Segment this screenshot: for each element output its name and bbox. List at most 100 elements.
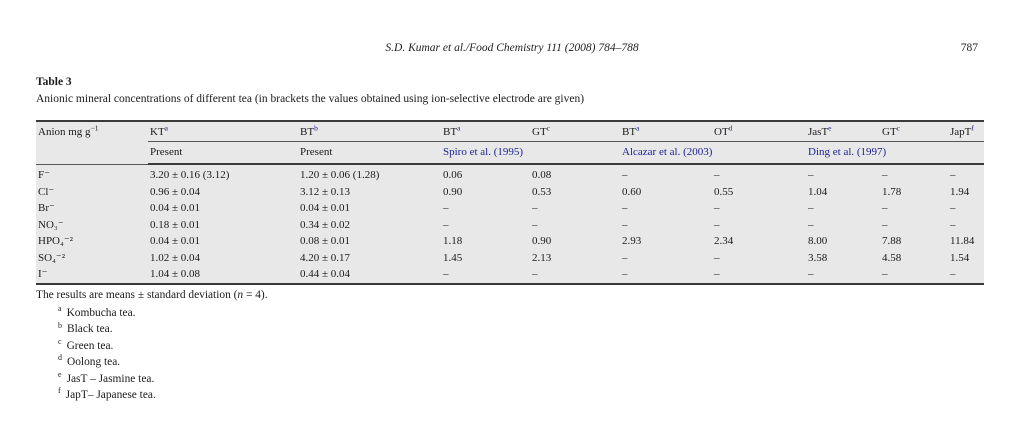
value-cell: – <box>714 218 720 231</box>
table-row: HPO₄⁻² 0.04 ± 0.01 0.08 ± 0.01 1.18 0.90 2.93… <box>36 233 984 250</box>
table-row: Br⁻ 0.04 ± 0.01 0.04 ± 0.01 – – – – – – – <box>36 200 984 217</box>
footnote-marker: d <box>58 353 62 363</box>
value-cell: 0.90 <box>443 185 463 198</box>
table-head: Anion mg g−1 KTa BTb BTa GTc BTa OTd JasTe GTc J… <box>36 121 984 165</box>
footnote-b: b Black tea. <box>36 321 268 337</box>
value-cell: 3.20 ± 0.16 (3.12) <box>150 169 230 181</box>
value-cell: 7.88 <box>882 235 902 247</box>
value-cell: – <box>714 251 720 264</box>
anion-label: I⁻ <box>38 268 48 280</box>
table-notes: The results are means ± standard deviati… <box>36 287 268 403</box>
value-cell: – <box>882 268 888 280</box>
footnote-marker: f <box>58 386 61 396</box>
value-cell: 1.18 <box>443 235 463 247</box>
anion-label: Cl⁻ <box>38 185 55 198</box>
anion-unit-text: Anion mg g <box>38 126 91 138</box>
anion-table: Anion mg g−1 KTa BTb BTa GTc BTa OTd JasTe GTc J… <box>36 120 984 285</box>
value-cell: – <box>808 218 814 231</box>
value-cell: – <box>532 218 538 231</box>
value-cell: – <box>808 268 814 280</box>
tea-code: GT <box>882 126 897 138</box>
value-cell: 1.78 <box>882 185 902 198</box>
table-row: Cl⁻ 0.96 ± 0.04 3.12 ± 0.13 0.90 0.53 0.60 0.5… <box>36 184 984 201</box>
general-note: The results are means ± standard deviati… <box>36 287 268 303</box>
value-cell: 1.20 ± 0.06 (1.28) <box>300 169 380 181</box>
value-cell: 0.55 <box>714 185 734 198</box>
col-header-anion-unit: Anion mg g−1 <box>36 121 148 165</box>
value-cell: – <box>882 218 888 231</box>
value-cell: 1.94 <box>950 185 970 198</box>
tea-code: JasT <box>808 126 829 138</box>
value-cell: – <box>808 202 814 214</box>
general-note-prefix: The results are means ± standard deviati… <box>36 289 238 301</box>
value-cell: 1.04 <box>808 185 828 198</box>
value-cell: 0.90 <box>532 235 552 247</box>
table-label: Table 3 <box>36 76 72 88</box>
tea-code: GT <box>532 126 547 138</box>
tea-code: BT <box>622 126 637 138</box>
footnote-marker: f <box>971 123 974 133</box>
anion-label: NO₃⁻ <box>38 218 64 231</box>
footnote-f: f JapT– Japanese tea. <box>36 387 268 403</box>
value-cell: – <box>443 268 449 280</box>
value-cell: – <box>882 169 888 181</box>
value-cell: – <box>622 202 628 214</box>
tea-code: KT <box>150 126 165 138</box>
value-cell: – <box>714 268 720 280</box>
footnote-text: Kombucha tea. <box>66 307 136 319</box>
value-cell: – <box>950 268 956 280</box>
footnote-text: Green tea. <box>66 339 114 352</box>
footnote-marker: b <box>58 320 62 330</box>
col-header-ot-d: OTd <box>712 121 806 142</box>
value-cell: 0.04 ± 0.01 <box>300 202 351 214</box>
value-cell: 4.20 ± 0.17 <box>300 251 351 264</box>
anion-label: SO₄⁻² <box>38 251 66 264</box>
value-cell: – <box>622 169 628 181</box>
value-cell: – <box>714 169 720 181</box>
source-header-row: Present Present Spiro et al. (1995) Alcazar… <box>36 141 984 165</box>
table-row: SO₄⁻² 1.02 ± 0.04 4.20 ± 0.17 1.45 2.13 – – 3.5… <box>36 250 984 267</box>
footnote-marker: c <box>58 337 62 347</box>
value-cell: 0.06 <box>443 169 463 181</box>
value-cell: 0.18 ± 0.01 <box>150 218 201 231</box>
col-header-gt-c: GTc <box>880 121 948 142</box>
value-cell: – <box>714 202 720 214</box>
value-cell: 0.34 ± 0.02 <box>300 218 351 231</box>
anion-label: F⁻ <box>38 168 50 181</box>
value-cell: 4.58 <box>882 251 902 264</box>
footnote-marker: b <box>314 123 318 133</box>
anion-label: HPO₄⁻² <box>38 235 73 247</box>
value-cell: – <box>882 202 888 214</box>
footnote-marker: a <box>164 123 169 133</box>
citation-link[interactable]: Spiro et al. (1995) <box>441 141 620 165</box>
footnote-marker: a <box>457 123 461 133</box>
value-cell: – <box>950 169 956 181</box>
value-cell: – <box>532 268 538 280</box>
value-cell: – <box>808 169 814 181</box>
footnote-c: c Green tea. <box>36 338 268 354</box>
value-cell: 0.60 <box>622 185 642 198</box>
col-header-bt-a: BTa <box>441 121 530 142</box>
page-number: 787 <box>960 42 978 54</box>
general-note-n: n <box>237 289 244 301</box>
footnote-text: JapT– Japanese tea. <box>65 389 156 402</box>
col-header-japt-f: JapTf <box>948 121 984 142</box>
general-note-suffix: = 4). <box>243 289 268 301</box>
citation-link[interactable]: Ding et al. (1997) <box>806 141 984 165</box>
table-row: NO₃⁻ 0.18 ± 0.01 0.34 ± 0.02 – – – – – – – <box>36 217 984 234</box>
footnote-a: a Kombucha tea. <box>36 305 268 321</box>
value-cell: 11.84 <box>950 235 975 247</box>
footnote-marker: c <box>546 123 551 133</box>
value-cell: 1.45 <box>443 251 463 264</box>
citation-link[interactable]: Alcazar et al. (2003) <box>620 141 806 165</box>
column-header-row: Anion mg g−1 KTa BTb BTa GTc BTa OTd JasTe GTc J… <box>36 121 984 165</box>
value-cell: 1.54 <box>950 251 970 264</box>
col-header-bt-a: BTa <box>620 121 712 142</box>
value-cell: – <box>622 251 628 264</box>
value-cell: 0.96 ± 0.04 <box>150 185 201 198</box>
footnote-d: d Oolong tea. <box>36 354 268 370</box>
value-cell: – <box>443 202 449 214</box>
table-row: I⁻ 1.04 ± 0.08 0.44 ± 0.04 – – – – – – – <box>36 266 984 284</box>
footnote-marker: c <box>896 123 901 133</box>
